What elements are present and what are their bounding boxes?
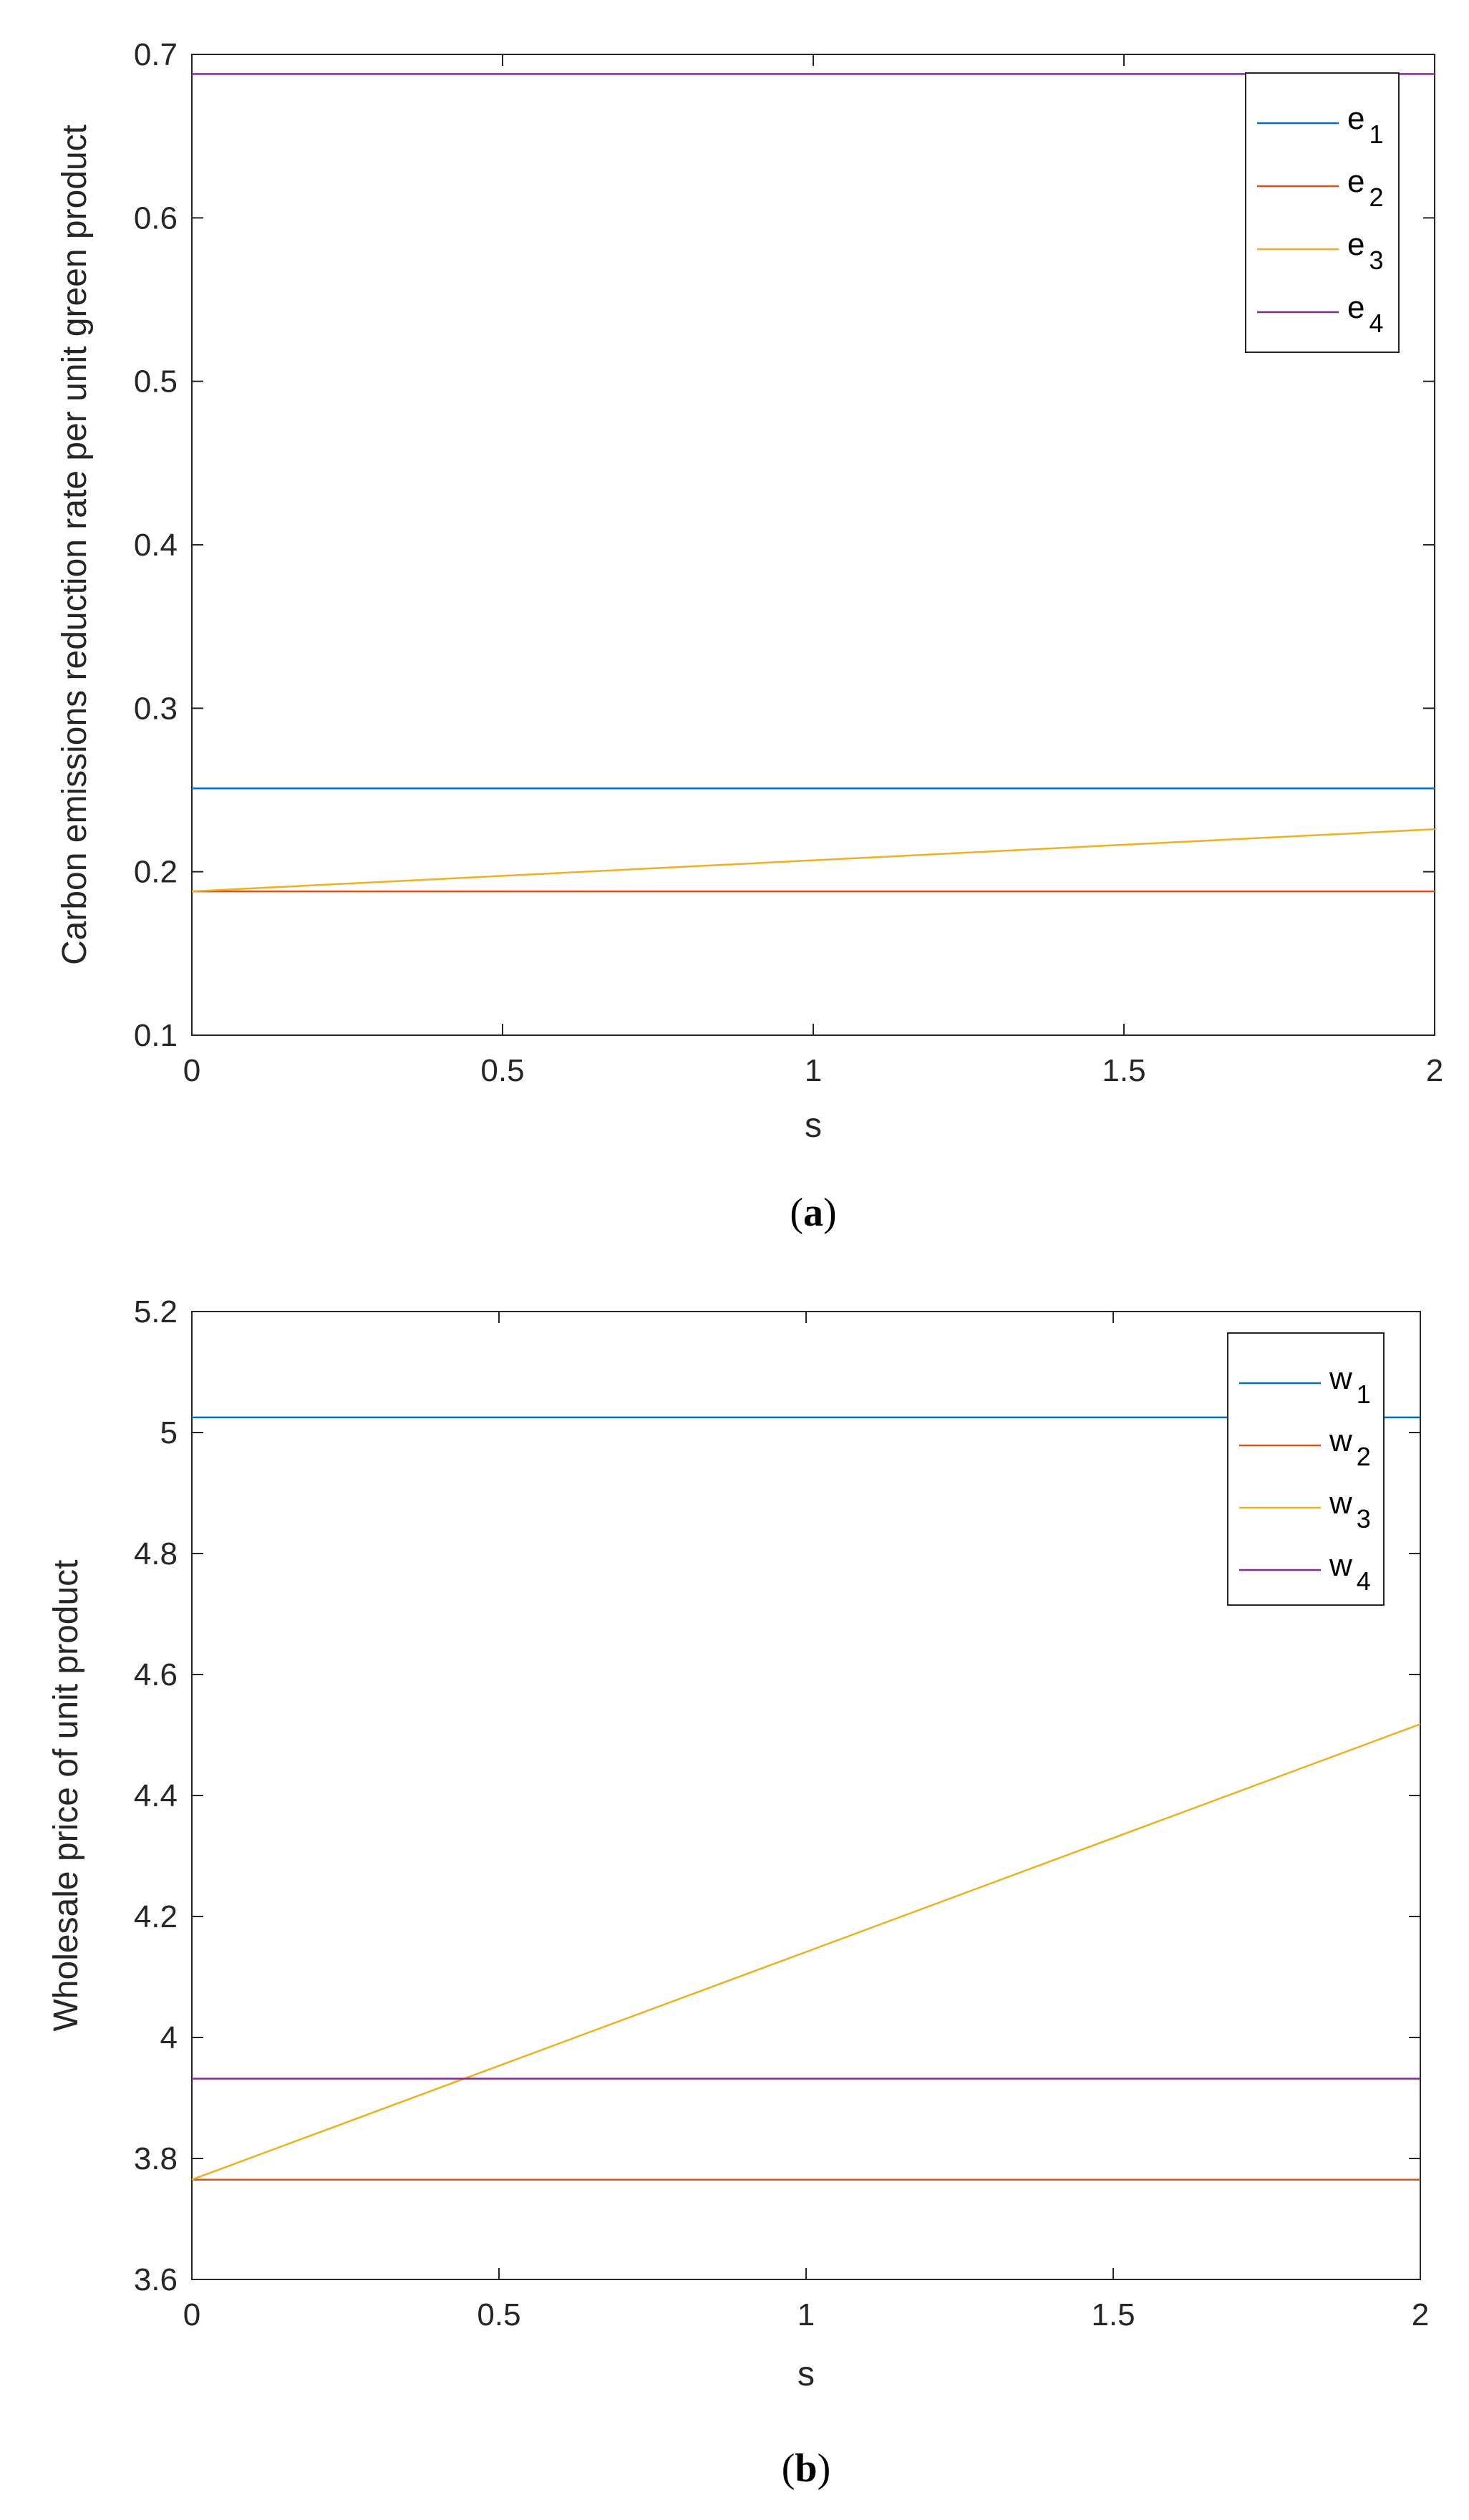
y-tick-label: 4.8 (134, 1536, 178, 1571)
series-line-e3 (191, 828, 1435, 893)
x-tick-label: 0 (183, 2297, 200, 2332)
y-tick-label: 5 (160, 1415, 178, 1450)
y-tick-label: 4.6 (134, 1657, 178, 1692)
legend: e 1 e 2 e 3 e 4 (1245, 72, 1400, 353)
x-tick-label: 2 (1426, 1053, 1443, 1088)
x-tick-label: 1 (797, 2297, 815, 2332)
legend-box (1245, 72, 1400, 353)
chart-panel-a: 0 0.5 1 1.5 2 0.1 0.2 0.3 0.4 0.5 0.6 0.7 s Carbon em… (56, 37, 1443, 1235)
y-tick-label: 3.8 (134, 2141, 178, 2176)
x-axis-label: s (805, 1107, 822, 1145)
legend-box (1227, 1332, 1385, 1606)
y-tick-label: 0.3 (134, 691, 178, 726)
y-tick-label: 3.6 (134, 2262, 178, 2297)
y-tick-label: 0.1 (134, 1018, 178, 1053)
y-tick-label: 4 (160, 2020, 178, 2055)
x-tick-label: 2 (1412, 2297, 1429, 2332)
panel-caption: (b) (782, 2446, 830, 2491)
plot-frame (191, 54, 1435, 1036)
x-axis-label: s (797, 2355, 815, 2393)
y-tick-label: 4.2 (134, 1899, 178, 1934)
y-axis-label: Wholesale price of unit product (47, 1559, 85, 2031)
legend: w 1 w 2 w 3 w 4 (1227, 1332, 1385, 1606)
x-tick-label: 0.5 (480, 1053, 524, 1088)
y-tick-label: 5.2 (134, 1294, 178, 1329)
y-tick-label: 4.4 (134, 1778, 178, 1813)
y-tick-label: 0.6 (134, 200, 178, 236)
y-tick-label: 0.2 (134, 855, 178, 890)
x-tick-label: 1.5 (1091, 2297, 1135, 2332)
panel-caption-letter: a (803, 1191, 823, 1235)
chart-panel-b: 0 0.5 1 1.5 2 3.6 3.8 4 4.2 4.4 4.6 4.8 5 5.2 s Wholesa… (47, 1294, 1429, 2491)
panel-caption-letter: b (795, 2446, 817, 2491)
series-line-w3 (191, 1723, 1421, 2181)
plot-frame (191, 1311, 1421, 2280)
y-tick-label: 0.7 (134, 37, 178, 72)
x-tick-label: 0 (183, 1053, 200, 1088)
x-tick-label: 0.5 (477, 2297, 520, 2332)
x-tick-label: 1.5 (1102, 1053, 1145, 1088)
panel-caption: (a) (790, 1191, 836, 1235)
y-tick-label: 0.4 (134, 528, 178, 563)
y-tick-label: 0.5 (134, 364, 178, 399)
y-axis-label: Carbon emissions reduction rate per unit… (56, 125, 94, 965)
x-tick-label: 1 (805, 1053, 822, 1088)
